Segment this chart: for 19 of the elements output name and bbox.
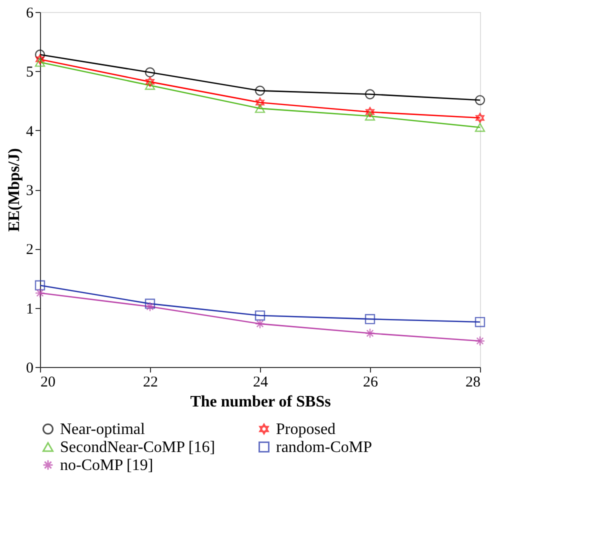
y-tick-label: 1: [26, 301, 34, 318]
x-tick-label: 26: [363, 374, 378, 390]
legend-label: Near-optimal: [60, 421, 146, 438]
y-axis-title: EE(Mbps/J): [6, 148, 23, 232]
legend-label: SecondNear-CoMP [16]: [60, 439, 216, 456]
x-tick-label: 22: [143, 374, 158, 390]
legend-label: no-CoMP [19]: [60, 457, 154, 474]
y-tick-label: 6: [26, 6, 34, 22]
x-axis-title: The number of SBSs: [190, 394, 331, 410]
y-tick-label: 2: [26, 242, 34, 258]
x-tick-label: 24: [253, 374, 268, 390]
y-tick-label: 3: [26, 183, 34, 199]
y-tick-label: 5: [26, 64, 34, 81]
y-tick-label: 0: [26, 360, 34, 376]
x-tick-label: 28: [466, 374, 480, 390]
legend-label: random-CoMP: [276, 439, 372, 456]
x-tick-label: 20: [40, 374, 56, 390]
legend-label: Proposed: [276, 421, 336, 438]
y-tick-label: 4: [26, 124, 34, 140]
